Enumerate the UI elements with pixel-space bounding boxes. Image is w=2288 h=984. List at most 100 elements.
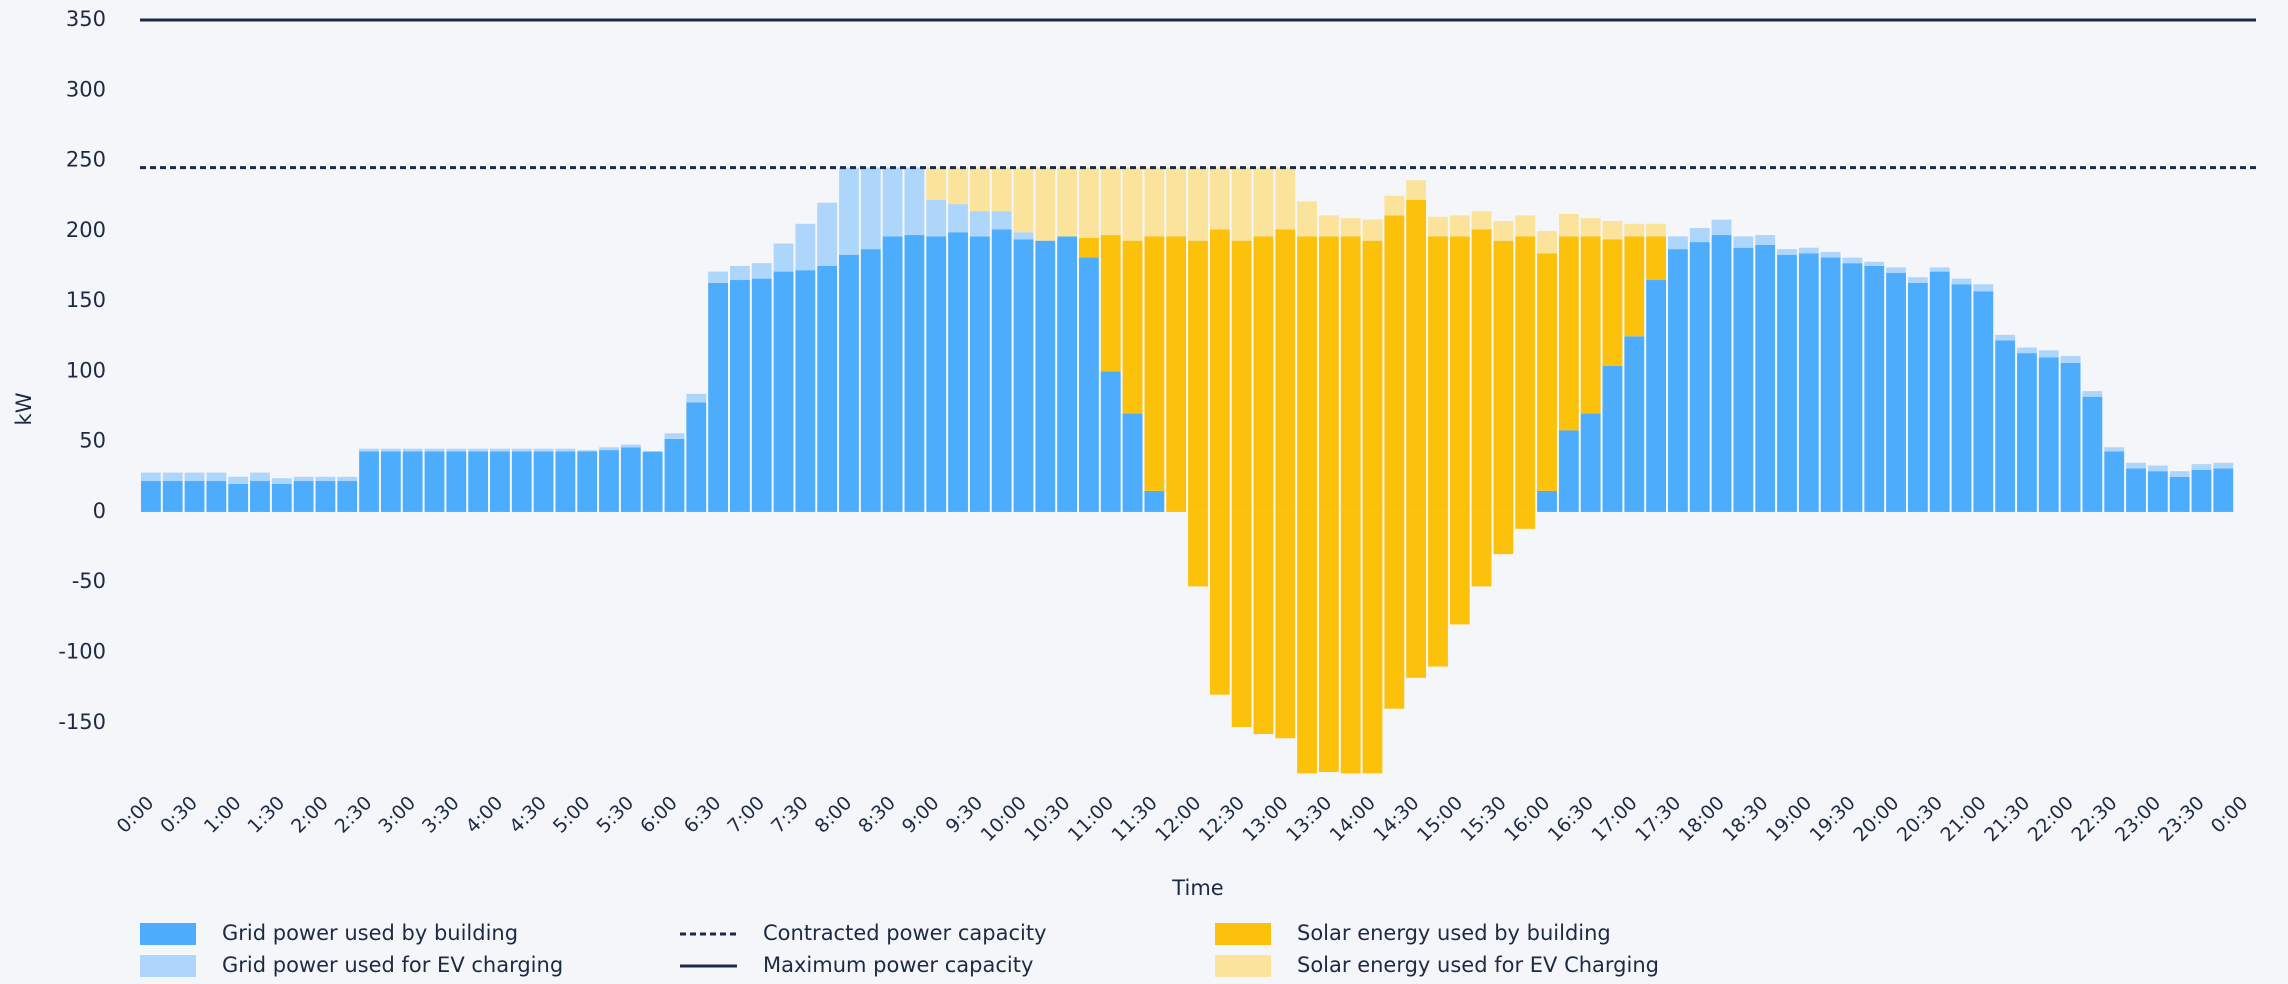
legend-label: Grid power used for EV charging [222, 953, 563, 977]
bar-segment [162, 472, 183, 482]
bar-segment [904, 235, 925, 512]
bar-segment [2017, 353, 2037, 512]
bar-segment [708, 282, 728, 512]
bar-segment [402, 448, 423, 452]
bar-segment [1624, 236, 1645, 337]
bar-segment [1798, 253, 1819, 512]
bar-segment [1275, 511, 1296, 739]
bar-segment [1493, 220, 1514, 241]
bar-segment [2104, 447, 2125, 452]
bar-segment [141, 472, 161, 482]
bar-segment [555, 451, 576, 512]
bar-segment [1558, 213, 1579, 237]
bar-segment [2017, 347, 2037, 354]
bar-segment [2147, 465, 2168, 472]
bar-segment [729, 265, 750, 281]
bar-segment [1864, 265, 1885, 512]
bar-segment [1951, 284, 1972, 512]
bar-segment [926, 236, 947, 512]
bar-segment [1646, 280, 1667, 512]
legend-swatch [140, 923, 196, 945]
bar-segment [1209, 229, 1230, 512]
bar-segment [1733, 236, 1754, 248]
bar-segment [969, 236, 990, 512]
bar-segment [1537, 253, 1557, 491]
bar-segment [1689, 242, 1710, 512]
bar-segment [1777, 254, 1797, 512]
y-tick-label: -150 [58, 710, 106, 734]
bar-segment [729, 280, 750, 512]
bar-segment [1886, 273, 1906, 512]
bar-segment [468, 448, 489, 452]
bar-segment [620, 447, 641, 512]
bar-segment [1777, 249, 1797, 255]
bar-segment [1428, 216, 1448, 237]
bar-segment [271, 478, 292, 484]
bar-segment [1929, 271, 1950, 512]
bar-segment [2082, 391, 2103, 397]
bar-segment [1362, 511, 1383, 774]
bar-segment [2038, 350, 2059, 358]
bar-segment [817, 202, 838, 266]
bar-segment [1406, 180, 1427, 200]
bar-segment [1406, 199, 1427, 512]
y-axis-label: kW [12, 392, 36, 425]
bar-segment [1995, 334, 2016, 341]
y-tick-label: 200 [66, 218, 106, 242]
bar-segment [642, 451, 663, 512]
bar-segment [1864, 261, 1885, 266]
x-axis-label: Time [1171, 876, 1223, 900]
y-tick-label: -100 [58, 640, 106, 664]
bar-segment [250, 472, 270, 482]
bar-segment [1384, 195, 1405, 216]
bar-segment [1493, 240, 1514, 512]
bar-segment [839, 167, 859, 255]
bar-segment [1929, 267, 1950, 272]
bar-segment [1733, 247, 1754, 512]
legend-label: Grid power used by building [222, 921, 518, 945]
bar-segment [860, 167, 881, 250]
bar-segment [686, 393, 707, 403]
bar-segment [1646, 223, 1667, 237]
bar-segment [1537, 490, 1557, 512]
bar-segment [882, 236, 903, 512]
bar-segment [1340, 236, 1361, 512]
bar-segment [359, 448, 379, 452]
bar-segment [1580, 218, 1601, 237]
bar-segment [577, 451, 598, 512]
bar-segment [1100, 167, 1121, 236]
legend-swatch [140, 955, 196, 977]
bar-segment [2191, 469, 2212, 512]
bar-segment [1013, 239, 1034, 512]
bar-segment [2060, 362, 2081, 512]
bar-segment [795, 270, 816, 512]
bar-segment [162, 481, 183, 512]
bar-segment [1820, 257, 1841, 512]
bar-segment [1602, 365, 1623, 512]
bar-segment [1035, 240, 1056, 512]
bar-segment [380, 448, 401, 452]
bar-segment [1079, 167, 1099, 238]
bar-segment [1231, 240, 1252, 512]
bar-segment [424, 451, 445, 512]
bar-segment [1558, 236, 1579, 431]
bar-segment [1668, 249, 1688, 512]
bar-segment [1755, 244, 1776, 512]
bar-segment [1842, 257, 1863, 264]
bar-segment [1144, 236, 1165, 491]
y-tick-label: 50 [79, 429, 106, 453]
bar-segment [511, 451, 532, 512]
bar-segment [206, 472, 227, 482]
y-tick-label: 0 [93, 499, 106, 523]
bar-segment [926, 167, 947, 200]
bar-segment [1668, 236, 1688, 250]
bar-segment [1122, 240, 1143, 414]
bar-segment [1558, 430, 1579, 512]
bar-segment [577, 450, 598, 452]
y-tick-label: 100 [66, 358, 106, 382]
bar-segment [1079, 257, 1099, 512]
bar-segment [773, 271, 794, 512]
bar-segment [1493, 511, 1514, 555]
bar-segment [1580, 236, 1601, 414]
bar-segment [1471, 511, 1492, 587]
